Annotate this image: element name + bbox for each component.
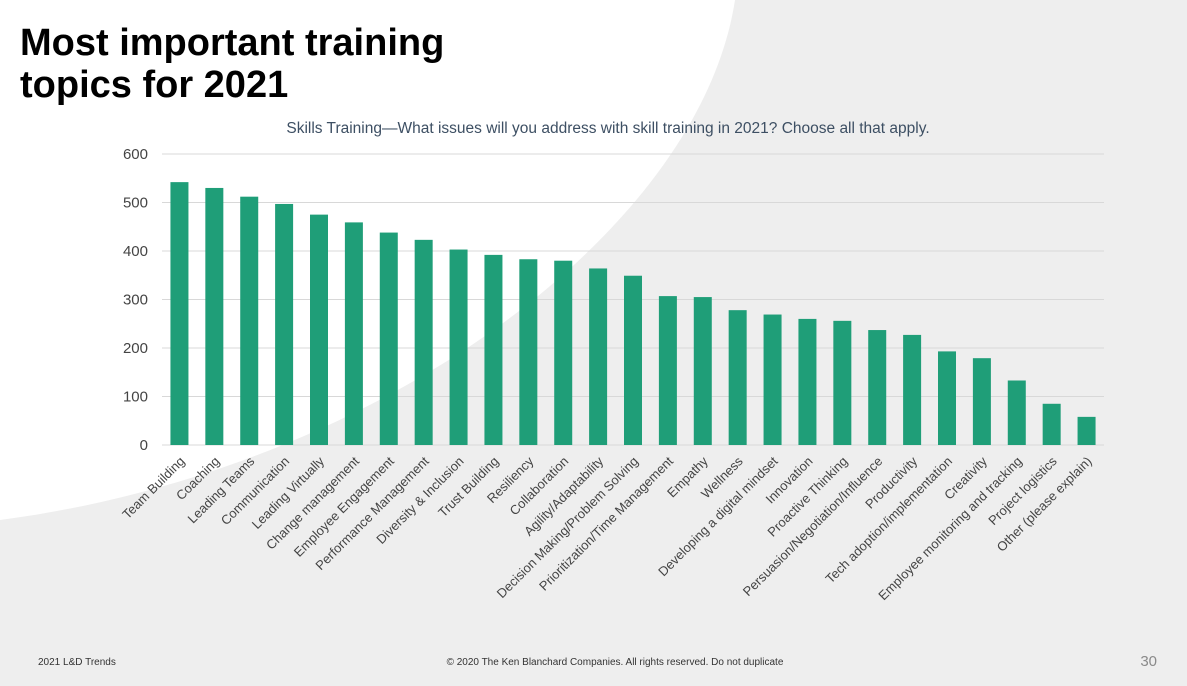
bar (938, 351, 956, 445)
bar (903, 334, 922, 445)
bar (798, 318, 817, 445)
y-tick-label: 100 (123, 389, 148, 406)
bar (414, 239, 433, 445)
slide-title: Most important training topics for 2021 (20, 22, 444, 106)
bar (833, 320, 852, 445)
chart-bars (170, 182, 1096, 445)
bar (658, 296, 677, 445)
bar (624, 275, 642, 445)
slide-title-line-1: Most important training (20, 22, 445, 64)
bar (205, 187, 224, 445)
bar (484, 254, 503, 445)
bar (310, 214, 328, 445)
chart-title: Skills Training—What issues will you add… (286, 120, 929, 137)
bar (1077, 416, 1096, 445)
y-tick-label: 300 (123, 292, 148, 309)
bar (344, 222, 363, 445)
y-axis-ticks: 0 100 200 300 400 500 600 (123, 146, 148, 454)
bar (693, 297, 712, 445)
y-tick-label: 0 (140, 437, 148, 454)
bar (379, 232, 398, 445)
y-tick-label: 600 (123, 146, 148, 163)
bar (554, 260, 573, 445)
bar (728, 310, 747, 445)
bar (972, 358, 991, 445)
bar (763, 314, 782, 445)
bar (240, 196, 259, 445)
bar (589, 268, 608, 445)
slide-title-line-2: topics for 2021 (20, 64, 289, 106)
bar (519, 259, 538, 445)
page-number: 30 (1140, 653, 1157, 670)
bar (170, 182, 189, 445)
bar (275, 203, 294, 445)
bar (1042, 403, 1061, 445)
y-tick-label: 200 (123, 340, 148, 357)
y-tick-label: 400 (123, 243, 148, 260)
y-tick-label: 500 (123, 195, 148, 212)
bar (1007, 380, 1026, 445)
footer-copyright: © 2020 The Ken Blanchard Companies. All … (446, 657, 784, 668)
bar (449, 249, 468, 445)
bar (868, 330, 887, 445)
footer-report-name: 2021 L&D Trends (38, 657, 116, 668)
